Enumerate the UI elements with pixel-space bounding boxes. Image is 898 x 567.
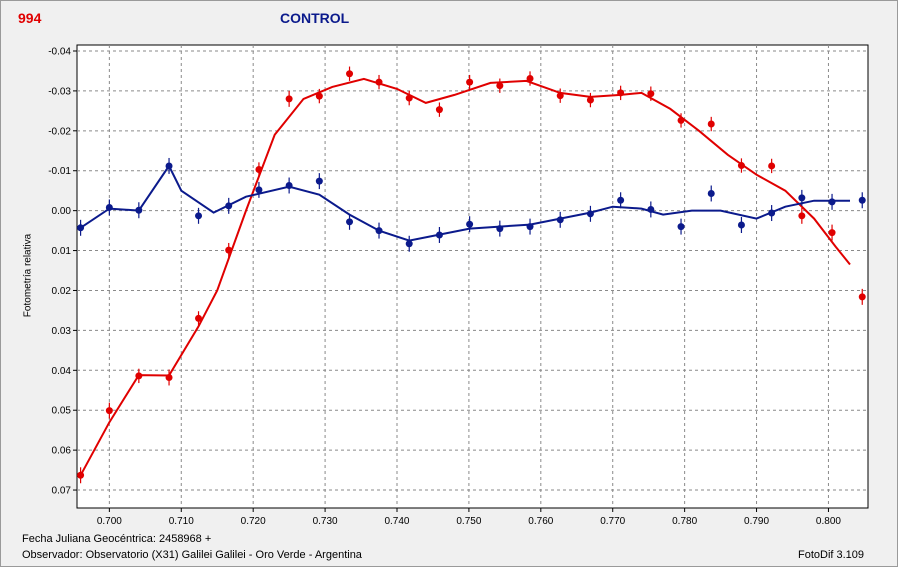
- x-tick-label: 0.760: [528, 516, 553, 527]
- data-point-series-2: [768, 209, 776, 217]
- data-point-series-2: [586, 210, 594, 218]
- y-tick-label: -0.04: [48, 46, 71, 57]
- data-point-series-1: [405, 94, 413, 102]
- x-tick-label: 0.780: [672, 516, 697, 527]
- data-point-series-1: [647, 90, 655, 98]
- y-tick-label: 0.05: [52, 406, 72, 417]
- y-tick-label: -0.02: [48, 126, 71, 137]
- observer-label: Observador: Observatorio (X31) Galilei G…: [22, 549, 362, 561]
- data-point-series-2: [496, 225, 504, 233]
- data-point-series-2: [285, 181, 293, 189]
- y-tick-label: 0.07: [52, 486, 72, 497]
- data-point-series-1: [466, 78, 474, 86]
- data-point-series-2: [195, 212, 203, 220]
- data-point-series-2: [737, 221, 745, 229]
- x-tick-label: 0.750: [456, 516, 481, 527]
- data-point-series-1: [828, 229, 836, 237]
- y-tick-label: 0.04: [52, 366, 72, 377]
- data-point-series-2: [828, 198, 836, 206]
- data-point-series-1: [195, 314, 203, 322]
- data-point-series-2: [165, 162, 173, 170]
- data-point-series-1: [346, 70, 354, 78]
- data-point-series-1: [165, 373, 173, 381]
- data-point-series-2: [375, 227, 383, 235]
- data-point-series-1: [375, 78, 383, 86]
- data-point-series-1: [285, 95, 293, 103]
- data-point-series-2: [405, 240, 413, 248]
- data-point-series-2: [466, 220, 474, 228]
- y-tick-label: 0.02: [52, 286, 72, 297]
- data-point-series-2: [707, 189, 715, 197]
- y-tick-label: 0.01: [52, 246, 72, 257]
- data-point-series-1: [768, 162, 776, 170]
- data-point-series-1: [737, 162, 745, 170]
- software-version: FotoDif 3.109: [798, 549, 865, 561]
- y-tick-label: -0.01: [48, 166, 71, 177]
- data-point-series-1: [315, 92, 323, 100]
- data-point-series-1: [105, 407, 113, 415]
- data-point-series-1: [526, 75, 534, 83]
- data-point-series-2: [647, 205, 655, 213]
- data-point-series-2: [798, 194, 806, 202]
- plot-area: [76, 44, 869, 509]
- data-point-series-2: [617, 196, 625, 204]
- data-point-series-2: [135, 206, 143, 214]
- data-point-series-2: [105, 203, 113, 211]
- data-point-series-1: [677, 116, 685, 124]
- data-point-series-2: [556, 216, 564, 224]
- data-point-series-2: [858, 196, 866, 204]
- x-tick-label: 0.700: [97, 516, 122, 527]
- y-tick-label: 0.00: [52, 206, 72, 217]
- x-tick-label: 0.730: [313, 516, 338, 527]
- data-point-series-1: [255, 166, 263, 174]
- x-tick-label: 0.790: [744, 516, 769, 527]
- data-point-series-2: [77, 224, 85, 232]
- x-tick-label: 0.720: [241, 516, 266, 527]
- data-point-series-1: [858, 293, 866, 301]
- data-point-series-1: [586, 96, 594, 104]
- data-point-series-2: [315, 177, 323, 185]
- data-point-series-2: [225, 202, 233, 210]
- julian-date-label: Fecha Juliana Geocéntrica: 2458968 +: [22, 533, 212, 545]
- x-tick-label: 0.740: [384, 516, 409, 527]
- y-tick-label: 0.06: [52, 446, 72, 457]
- data-point-series-1: [798, 212, 806, 220]
- x-tick-label: 0.710: [169, 516, 194, 527]
- y-tick-label: 0.03: [52, 326, 72, 337]
- x-tick-label: 0.770: [600, 516, 625, 527]
- data-point-series-1: [135, 372, 143, 380]
- data-point-series-1: [435, 106, 443, 114]
- chart-title: CONTROL: [280, 10, 350, 26]
- data-point-series-1: [77, 471, 85, 479]
- x-tick-label: 0.800: [816, 516, 841, 527]
- data-point-series-2: [435, 231, 443, 239]
- data-point-series-2: [526, 223, 534, 231]
- data-point-series-1: [225, 246, 233, 254]
- data-point-series-1: [617, 89, 625, 97]
- data-point-series-1: [556, 92, 564, 100]
- object-id: 994: [18, 10, 42, 26]
- data-point-series-1: [496, 82, 504, 90]
- y-tick-label: -0.03: [48, 86, 71, 97]
- data-point-series-2: [255, 186, 263, 194]
- data-point-series-2: [677, 223, 685, 231]
- data-point-series-2: [346, 218, 354, 226]
- data-point-series-1: [707, 120, 715, 128]
